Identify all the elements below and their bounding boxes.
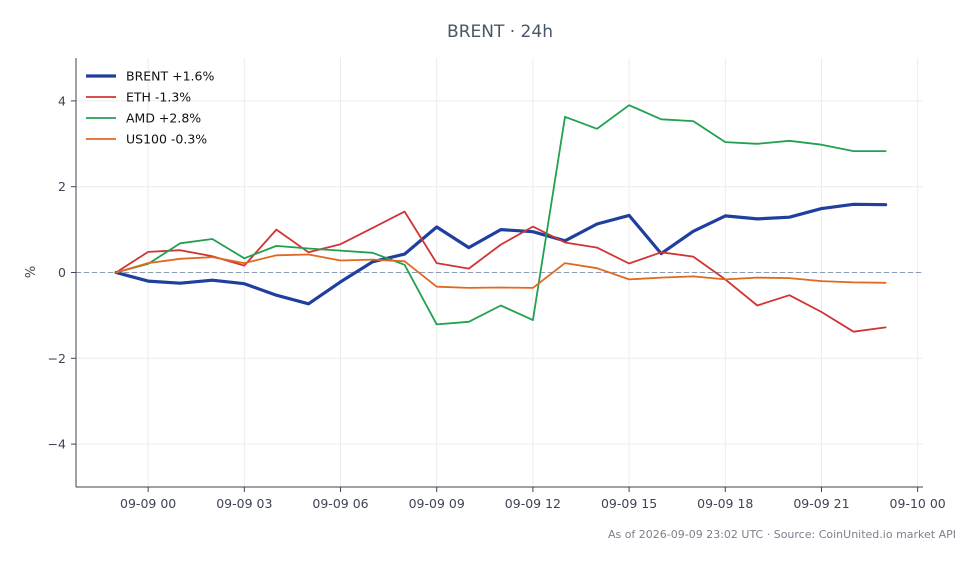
- chart-title: BRENT · 24h: [447, 22, 553, 42]
- x-tick-label-6: 09-09 18: [697, 496, 753, 511]
- x-axis-ticks: 09-09 00 09-09 03 09-09 06 09-09 09 09-09 12…: [120, 487, 946, 511]
- y-tick-label-4: 4: [58, 93, 66, 108]
- legend-label-3: US100 -0.3%: [126, 132, 207, 147]
- legend: BRENT +1.6% ETH -1.3% AMD +2.8% US100 -0.3%: [86, 69, 214, 147]
- series-group: [114, 104, 888, 333]
- series-line-1: [115, 210, 887, 333]
- x-tick-label-1: 09-09 03: [216, 496, 272, 511]
- y-axis-label: %: [24, 266, 39, 278]
- y-tick-label-0: −4: [48, 437, 66, 452]
- x-tick-label-4: 09-09 12: [505, 496, 561, 511]
- y-tick-label-1: −2: [48, 351, 66, 366]
- y-tick-label-3: 2: [58, 179, 66, 194]
- x-tick-label-5: 09-09 15: [601, 496, 657, 511]
- grid: [76, 58, 923, 487]
- series-line-0: [114, 202, 888, 306]
- x-tick-label-3: 09-09 09: [409, 496, 465, 511]
- legend-label-1: ETH -1.3%: [126, 90, 191, 105]
- y-tick-label-2: 0: [58, 265, 66, 280]
- x-tick-label-8: 09-10 00: [890, 496, 946, 511]
- legend-label-2: AMD +2.8%: [126, 111, 201, 126]
- x-tick-label-0: 09-09 00: [120, 496, 176, 511]
- legend-label-0: BRENT +1.6%: [126, 69, 214, 84]
- x-tick-label-2: 09-09 06: [312, 496, 368, 511]
- series-line-2: [115, 104, 887, 326]
- x-tick-label-7: 09-09 21: [793, 496, 849, 511]
- footer-note: As of 2026-09-09 23:02 UTC · Source: Coi…: [608, 528, 956, 541]
- y-axis-ticks: −4 −2 0 2 4: [48, 93, 76, 452]
- series-line-3: [115, 253, 887, 289]
